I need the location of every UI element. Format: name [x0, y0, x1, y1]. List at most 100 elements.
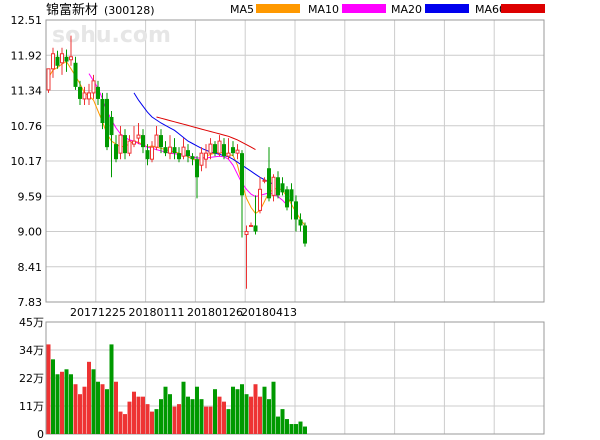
volume-bar: [100, 384, 105, 434]
candle: [199, 147, 204, 172]
candle-body: [199, 152, 204, 166]
volume-bar: [73, 384, 78, 434]
candle: [294, 195, 298, 232]
candle: [69, 35, 73, 66]
date-tick-label: 20171225: [70, 306, 126, 319]
candle-body: [105, 98, 109, 148]
candlesticks: [46, 35, 307, 289]
volume-bar: [262, 386, 267, 434]
candle: [253, 195, 258, 235]
candle: [195, 156, 199, 199]
legend-ma20-swatch: [425, 4, 469, 13]
volume-bars: [46, 344, 307, 434]
volume-bar: [78, 394, 82, 434]
candle: [217, 135, 222, 157]
candle-body: [235, 149, 240, 154]
candle-body: [159, 135, 163, 148]
candle-body: [64, 56, 69, 62]
volume-bar: [64, 369, 69, 434]
candle-body: [267, 168, 271, 199]
candle: [114, 135, 118, 163]
price-tick-label: 8.41: [18, 261, 43, 274]
candle: [204, 144, 208, 169]
candle: [181, 138, 186, 160]
candle: [186, 144, 190, 163]
candle: [51, 47, 55, 78]
volume-bar: [294, 424, 298, 434]
candle: [96, 80, 100, 105]
candle-body: [168, 146, 172, 154]
candle-body: [55, 56, 60, 66]
price-tick-label: 11.92: [11, 49, 43, 62]
volume-bar: [82, 386, 87, 434]
candle-body: [127, 140, 132, 154]
volume-bar: [51, 359, 55, 434]
candle-body: [181, 146, 186, 157]
volume-bar: [109, 344, 114, 434]
candle: [276, 171, 280, 199]
watermark: sohu.com: [52, 23, 171, 48]
volume-bar: [204, 406, 208, 434]
candle: [109, 110, 114, 178]
volume-bar: [132, 391, 136, 434]
date-tick-label: 20180126: [187, 306, 243, 319]
candle-body: [262, 179, 267, 182]
candle-body: [132, 140, 136, 145]
candle: [82, 86, 87, 105]
candle-body: [109, 117, 114, 136]
volume-bar: [69, 374, 73, 434]
candle: [87, 83, 91, 105]
candle: [231, 141, 235, 157]
candle-body: [213, 144, 217, 154]
candle: [262, 177, 267, 184]
candle-body: [303, 225, 307, 244]
legend-ma60-label: MA60: [475, 3, 506, 16]
candle: [267, 147, 271, 202]
candle-body: [298, 219, 303, 226]
volume-bar: [298, 421, 303, 434]
legend-ma60-swatch: [501, 4, 545, 13]
volume-bar: [55, 374, 60, 434]
candle-body: [240, 153, 244, 196]
price-tick-label: 7.83: [18, 296, 43, 309]
candle-body: [195, 159, 199, 178]
candle-body: [249, 224, 253, 227]
candle-body: [154, 134, 159, 148]
candle-body: [136, 134, 141, 139]
candle-body: [208, 143, 213, 154]
volume-bar: [222, 401, 226, 434]
volume-tick-label: 11万: [19, 400, 44, 413]
candle: [298, 213, 303, 232]
candle-body: [226, 152, 231, 157]
legend-ma5-label: MA5: [230, 3, 254, 16]
date-tick-label: 20180111: [129, 306, 185, 319]
candle-body: [114, 144, 118, 160]
price-y-axis: 12.51 11.92 11.34 10.76 10.17 9.59 9.00 8.41 7.8…: [11, 14, 43, 309]
legend-ma10-label: MA10: [308, 3, 339, 16]
candle: [73, 56, 78, 90]
volume-bar: [168, 394, 172, 434]
candle: [118, 126, 123, 160]
candle: [136, 123, 141, 145]
candle: [258, 177, 262, 214]
candle: [154, 126, 159, 151]
candle: [172, 138, 177, 160]
price-tick-label: 10.76: [11, 120, 43, 133]
candle-body: [289, 189, 294, 202]
candle: [46, 68, 51, 93]
volume-bar: [235, 389, 240, 434]
candle: [303, 222, 307, 247]
candle-body: [204, 152, 208, 160]
candle: [235, 144, 240, 160]
price-tick-label: 9.00: [18, 226, 43, 239]
candle-body: [280, 183, 285, 193]
candle: [177, 147, 181, 163]
volume-bar: [136, 396, 141, 434]
candle: [150, 141, 154, 163]
candle-body: [96, 86, 100, 99]
legend: MA5 MA10 MA20 MA60: [230, 3, 545, 16]
volume-bar: [186, 396, 190, 434]
candle-body: [190, 156, 195, 160]
volume-bar: [249, 396, 253, 434]
